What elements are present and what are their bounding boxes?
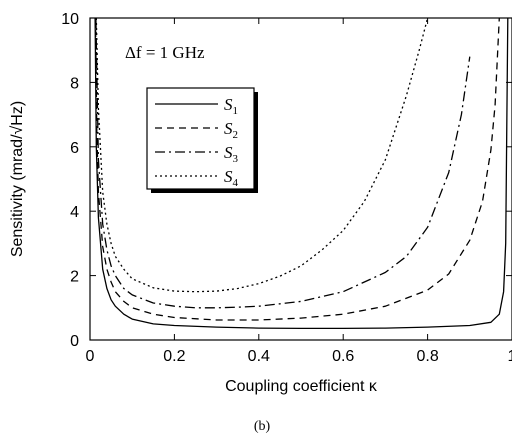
- x-tick-label: 1: [508, 348, 512, 365]
- y-tick-label: 6: [70, 140, 79, 157]
- x-tick-label: 0.8: [416, 348, 438, 365]
- axis-ticks: 00.20.40.60.810246810: [61, 11, 512, 365]
- x-tick-label: 0.4: [248, 348, 270, 365]
- y-tick-label: 2: [70, 269, 79, 286]
- series-line-s2: [94, 18, 500, 321]
- y-tick-label: 10: [61, 11, 79, 28]
- curves-group: [94, 18, 509, 330]
- y-tick-label: 0: [70, 333, 79, 350]
- series-line-s3: [95, 18, 471, 309]
- delta-f-annotation: Δf = 1 GHz: [125, 43, 205, 62]
- plot-frame: [89, 17, 512, 341]
- x-tick-label: 0.6: [332, 348, 354, 365]
- legend-box: [146, 87, 255, 190]
- x-tick-label: 0: [86, 348, 95, 365]
- figure-caption: (b): [254, 419, 271, 434]
- y-axis-label: Sensitivity (mrad/√Hz): [9, 101, 26, 257]
- x-axis-label: Coupling coefficient κ: [225, 378, 378, 395]
- y-tick-label: 4: [70, 204, 79, 221]
- x-tick-label: 0.2: [163, 348, 185, 365]
- y-tick-label: 8: [70, 75, 79, 92]
- series-line-s1: [94, 18, 509, 330]
